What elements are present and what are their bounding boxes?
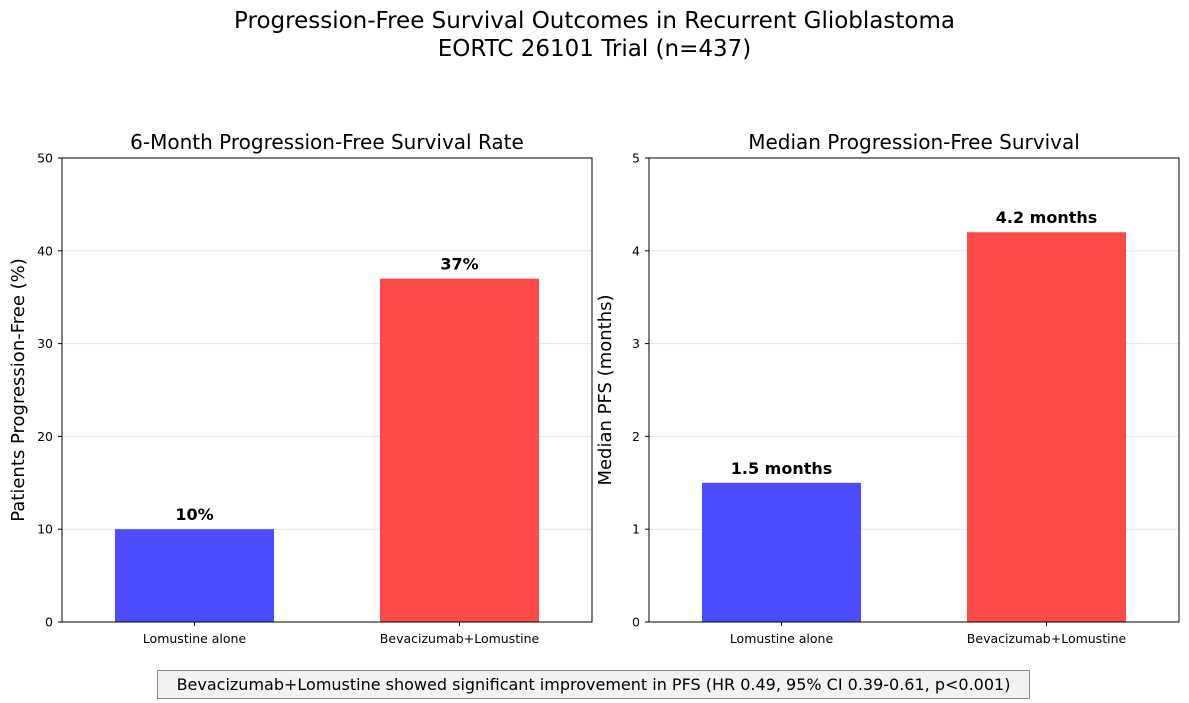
bar: [967, 232, 1126, 623]
y-tick-label: 4: [632, 243, 640, 258]
y-axis-label: Median PFS (months): [595, 294, 616, 485]
plot-frame: [61, 157, 593, 623]
x-tick-label: Bevacizumab+Lomustine: [380, 631, 540, 646]
y-tick-label: 10: [37, 522, 53, 537]
chart-title: Median Progression-Free Survival: [748, 130, 1080, 154]
chart-title: 6-Month Progression-Free Survival Rate: [130, 130, 524, 154]
y-tick-label: 5: [632, 151, 640, 166]
data-label: 10%: [175, 505, 213, 524]
footnote-box: Bevacizumab+Lomustine showed significant…: [157, 670, 1030, 699]
bar: [702, 482, 861, 622]
bar: [380, 278, 539, 622]
y-tick-label: 2: [632, 429, 640, 444]
data-label: 37%: [440, 255, 478, 274]
y-tick-label: 50: [37, 151, 53, 166]
y-tick-label: 40: [37, 243, 53, 258]
x-tick-label: Bevacizumab+Lomustine: [967, 631, 1127, 646]
y-tick-label: 0: [632, 615, 640, 630]
x-tick-label: Lomustine alone: [143, 631, 247, 646]
data-label: 1.5 months: [731, 459, 833, 478]
data-label: 4.2 months: [996, 208, 1098, 227]
y-tick-label: 1: [632, 522, 640, 537]
y-tick-label: 3: [632, 336, 640, 351]
figure-title: Progression-Free Survival Outcomes in Re…: [234, 8, 955, 34]
y-tick-label: 20: [37, 429, 53, 444]
y-tick-label: 0: [45, 615, 53, 630]
y-axis-label: Patients Progression-Free (%): [8, 258, 29, 522]
y-tick-label: 30: [37, 336, 53, 351]
figure-subtitle: EORTC 26101 Trial (n=437): [437, 36, 752, 62]
plot-frame: [648, 157, 1180, 623]
x-tick-label: Lomustine alone: [730, 631, 834, 646]
bar: [115, 529, 274, 622]
